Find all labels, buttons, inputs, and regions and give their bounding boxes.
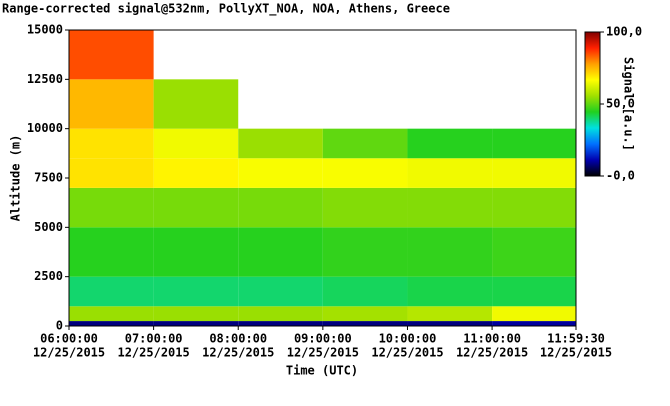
x-tick-label: 11:00:00 [463,332,521,346]
heat-cell [407,158,493,188]
y-tick-label: 5000 [34,220,63,234]
heat-cell [322,187,408,228]
x-tick-label: 07:00:00 [125,332,183,346]
heat-cell [69,79,154,129]
heat-cell [238,187,323,228]
heat-cell [492,128,576,159]
heat-cell [322,276,408,307]
heat-cell [69,158,154,188]
heat-cell [69,227,154,277]
heat-cell [153,128,239,159]
colorbar-tick-label: -0,0 [606,169,635,183]
heat-cell [153,158,239,188]
x-tick-label: 10:00:00 [379,332,437,346]
heat-cell [322,321,408,326]
heat-cell [322,227,408,277]
x-tick-date: 12/25/2015 [540,346,612,360]
x-axis-label: Time (UTC) [286,364,358,378]
x-tick-date: 12/25/2015 [456,346,528,360]
heat-cell [407,306,493,322]
heat-cell [69,321,154,326]
heat-cell [322,158,408,188]
heat-cell [407,227,493,277]
heat-cell [238,227,323,277]
x-tick-label: 09:00:00 [294,332,352,346]
heat-cell [153,276,239,307]
x-tick-date: 12/25/2015 [33,346,105,360]
x-tick-label: 11:59:30 [547,332,605,346]
heat-cell [492,158,576,188]
y-tick-label: 2500 [34,269,63,283]
heat-cell [407,187,493,228]
heat-cell [69,276,154,307]
chart-title: Range-corrected signal@532nm, PollyXT_NO… [2,2,450,17]
colorbar-tick-label: 50,0 [606,97,635,111]
y-tick-label: 0 [56,319,63,333]
x-tick-label: 06:00:00 [40,332,98,346]
x-tick-label: 08:00:00 [209,332,267,346]
heat-cell [238,306,323,322]
heat-cell [238,276,323,307]
heat-cell [238,128,323,159]
heat-cell [153,79,239,129]
heat-cell [407,276,493,307]
heat-cell [492,276,576,307]
heat-cell [69,306,154,322]
y-tick-label: 12500 [27,72,63,86]
x-tick-date: 12/25/2015 [287,346,359,360]
heat-cell [492,306,576,322]
heat-cell [492,321,576,326]
x-tick-date: 12/25/2015 [202,346,274,360]
heat-cell [322,128,408,159]
heat-cell [492,227,576,277]
heat-cell [69,128,154,159]
heat-cell [69,187,154,228]
y-axis-label: Altitude (m) [9,135,23,222]
heat-cell [492,187,576,228]
y-tick-label: 7500 [34,171,63,185]
heat-cell [153,227,239,277]
heat-cell [322,306,408,322]
y-tick-label: 10000 [27,121,63,135]
heat-cell [69,30,154,80]
colorbar-tick-label: 100,0 [606,25,642,39]
heat-cell [407,128,493,159]
heat-cell [153,321,239,326]
heat-cell [238,321,323,326]
heat-cell [153,306,239,322]
colorbar [584,31,601,177]
x-tick-date: 12/25/2015 [371,346,443,360]
y-tick-label: 15000 [27,23,63,37]
colorbar-label: Signal [a.u.] [622,57,636,151]
heat-cell [153,187,239,228]
heat-cell [238,158,323,188]
heat-cell [407,321,493,326]
x-tick-date: 12/25/2015 [117,346,189,360]
